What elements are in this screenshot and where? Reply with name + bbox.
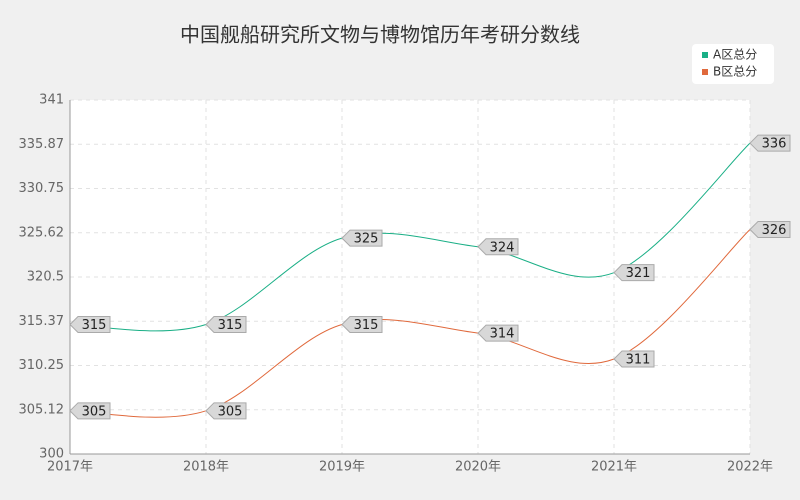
data-label-tag — [613, 350, 655, 368]
x-tick-label: 2021年 — [591, 460, 637, 475]
data-label: 336 — [762, 137, 787, 152]
y-tick-label: 320.5 — [27, 270, 64, 285]
x-tick-label: 2022年 — [727, 460, 773, 475]
data-label: 315 — [82, 318, 107, 333]
data-label-tag — [477, 238, 519, 256]
y-tick-label: 310.25 — [19, 358, 65, 373]
y-tick-label: 335.87 — [19, 137, 65, 152]
series-line — [69, 229, 751, 418]
y-tick-label: 330.75 — [19, 181, 65, 196]
y-tick-label: 315.37 — [19, 314, 65, 329]
data-label-tag — [205, 315, 247, 333]
legend-swatch — [702, 52, 708, 58]
x-tick-label: 2019年 — [319, 460, 365, 475]
legend-box — [692, 44, 774, 84]
chart-title: 中国舰船研究所文物与博物馆历年考研分数线 — [180, 23, 580, 47]
y-tick-label: 341 — [39, 93, 64, 108]
data-label-tag — [613, 264, 655, 282]
data-label-tag — [341, 229, 383, 247]
data-label: 325 — [354, 232, 379, 247]
data-label: 305 — [82, 404, 107, 419]
data-label: 315 — [354, 318, 379, 333]
x-tick-label: 2017年 — [47, 460, 93, 475]
data-label: 315 — [218, 318, 243, 333]
legend-label: A区总分 — [713, 48, 757, 62]
data-label-tag — [205, 402, 247, 420]
data-label: 314 — [490, 327, 515, 342]
data-label-tag — [69, 315, 111, 333]
x-tick-label: 2020年 — [455, 460, 501, 475]
y-tick-label: 300 — [39, 447, 64, 462]
data-label: 321 — [626, 266, 651, 281]
data-label-tag — [477, 324, 519, 342]
series-line — [69, 142, 751, 332]
data-label-tag — [341, 315, 383, 333]
y-tick-label: 325.62 — [19, 225, 65, 240]
data-label: 311 — [626, 353, 651, 368]
data-label-tag — [749, 134, 791, 152]
data-label: 324 — [490, 240, 515, 255]
y-tick-label: 305.12 — [19, 402, 65, 417]
data-label-tag — [749, 221, 791, 239]
x-tick-label: 2018年 — [183, 460, 229, 475]
data-label: 326 — [762, 223, 787, 238]
legend-swatch — [702, 69, 708, 75]
data-label-tag — [69, 402, 111, 420]
data-label: 305 — [218, 404, 243, 419]
legend-label: B区总分 — [713, 65, 757, 79]
